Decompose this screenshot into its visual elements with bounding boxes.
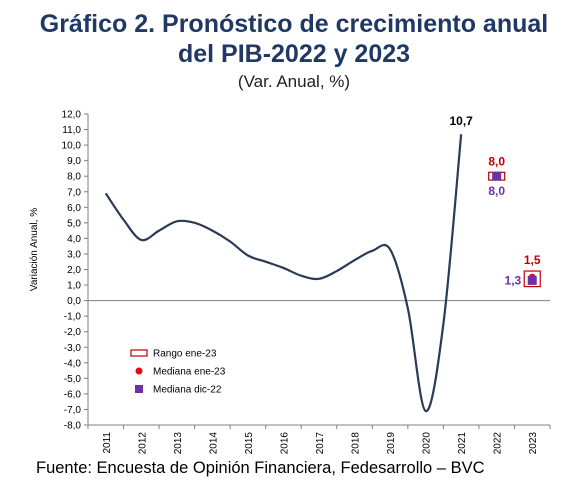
y-tick-label: 7,0 (67, 187, 81, 198)
x-tick-label: 2015 (244, 432, 255, 455)
x-tick-label: 2016 (279, 432, 290, 455)
y-tick-label: 12,0 (62, 110, 82, 121)
y-tick-label: -7,0 (64, 405, 82, 416)
label-2021-value: 10,7 (449, 114, 473, 128)
y-axis-title: Variación Anual, % (29, 208, 40, 291)
median-dic22-marker-2022 (492, 171, 502, 181)
y-tick-label: 11,0 (62, 125, 81, 136)
x-tick-label: 2011 (102, 432, 113, 454)
legend-label-median_ene23: Mediana ene-23 (153, 367, 226, 378)
label-top-2022: 8,0 (488, 154, 505, 168)
y-tick-label: 8,0 (67, 172, 81, 183)
legend-label-median_dic22: Mediana dic-22 (153, 385, 222, 396)
range-box-2023 (523, 270, 541, 288)
y-tick-label: 4,0 (67, 234, 81, 245)
y-tick-label: -6,0 (64, 389, 82, 400)
legend-label-range: Rango ene-23 (153, 349, 217, 360)
y-tick-label: 5,0 (67, 218, 81, 229)
x-tick-label: 2022 (493, 432, 504, 455)
x-tick-label: 2023 (528, 432, 539, 455)
x-tick-label: 2012 (137, 432, 148, 455)
y-tick-label: 10,0 (62, 141, 82, 152)
y-tick-label: -8,0 (64, 421, 82, 432)
legend-median-ene23-swatch (135, 367, 143, 375)
y-tick-label: 6,0 (67, 203, 81, 214)
x-tick-label: 2021 (457, 432, 468, 455)
x-tick-label: 2019 (386, 432, 397, 455)
legend-median-dic22-swatch (135, 385, 143, 393)
y-tick-label: -3,0 (64, 343, 82, 354)
source-note: Fuente: Encuesta de Opinión Financiera, … (36, 459, 485, 477)
x-tick-label: 2017 (315, 432, 326, 455)
legend-range-swatch (130, 349, 148, 357)
x-tick-label: 2013 (173, 432, 184, 455)
label-bottom-2022: 8,0 (488, 184, 505, 198)
y-tick-label: 2,0 (67, 265, 81, 276)
y-tick-label: -2,0 (64, 327, 82, 338)
x-tick-label: 2018 (351, 432, 362, 455)
y-tick-label: -5,0 (64, 374, 82, 385)
chart-title-line1: Gráfico 2. Pronóstico de crecimiento anu… (39, 10, 549, 38)
x-tick-label: 2020 (422, 432, 433, 455)
chart-title-line2: del PIB-2022 y 2023 (177, 40, 411, 68)
y-tick-label: 9,0 (67, 156, 81, 167)
label-top-2023: 1,5 (524, 253, 541, 267)
y-tick-label: 0,0 (67, 296, 81, 307)
y-tick-label: -4,0 (64, 358, 82, 369)
gdp-growth-line (104, 134, 463, 413)
label-left-2023: 1,3 (505, 273, 522, 287)
y-tick-label: 1,0 (67, 281, 81, 292)
x-tick-label: 2014 (208, 432, 219, 455)
median-dic22-marker-2023 (527, 275, 537, 285)
y-tick-label: 3,0 (67, 249, 81, 260)
chart-subtitle: (Var. Anual, %) (237, 72, 351, 91)
y-tick-label: -1,0 (64, 312, 82, 323)
